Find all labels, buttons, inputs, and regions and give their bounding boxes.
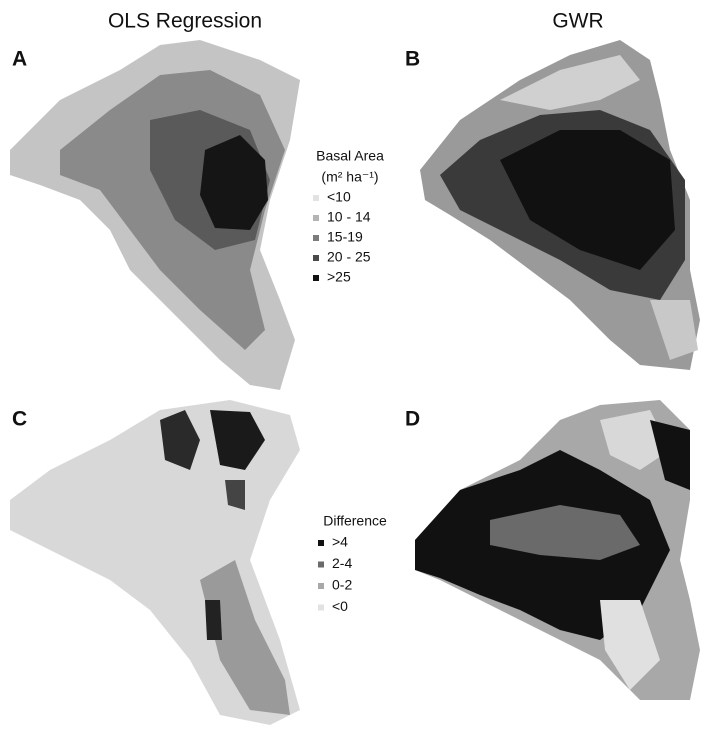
legend-title: Basal Area	[316, 148, 384, 164]
legend-swatch	[318, 562, 324, 568]
legend-swatch	[313, 255, 319, 261]
panel-label: A	[12, 48, 27, 71]
legend-title: Difference	[323, 513, 387, 529]
legend-label: >4	[332, 534, 348, 550]
panel-label: D	[405, 408, 420, 431]
legend-swatch	[313, 215, 319, 221]
panel-title: OLS Regression	[108, 10, 262, 33]
legend-label: <10	[327, 189, 351, 205]
legend-swatch	[318, 605, 324, 611]
legend-swatch	[313, 195, 319, 201]
legend-label: >25	[327, 269, 351, 285]
legend-swatch	[318, 540, 324, 546]
panel-title: GWR	[552, 10, 603, 33]
panel-label: B	[405, 48, 420, 71]
legend-label: 2-4	[332, 555, 352, 571]
legend-label: 10 - 14	[327, 209, 371, 225]
legend-label: <0	[332, 598, 348, 614]
legend-label: 15-19	[327, 229, 363, 245]
legend-label: 0-2	[332, 577, 352, 593]
figure: OLS Regression GWR A B C D Basal Area (m…	[0, 0, 702, 727]
map-a	[10, 40, 300, 390]
legend-swatch	[313, 235, 319, 241]
map-d	[415, 400, 700, 700]
map-b	[420, 40, 700, 370]
legend-unit: (m² ha⁻¹)	[321, 169, 378, 185]
legend-swatch	[313, 275, 319, 281]
panel-label: C	[12, 408, 27, 431]
legend-label: 20 - 25	[327, 249, 371, 265]
legend-swatch	[318, 583, 324, 589]
map-c	[10, 400, 300, 725]
